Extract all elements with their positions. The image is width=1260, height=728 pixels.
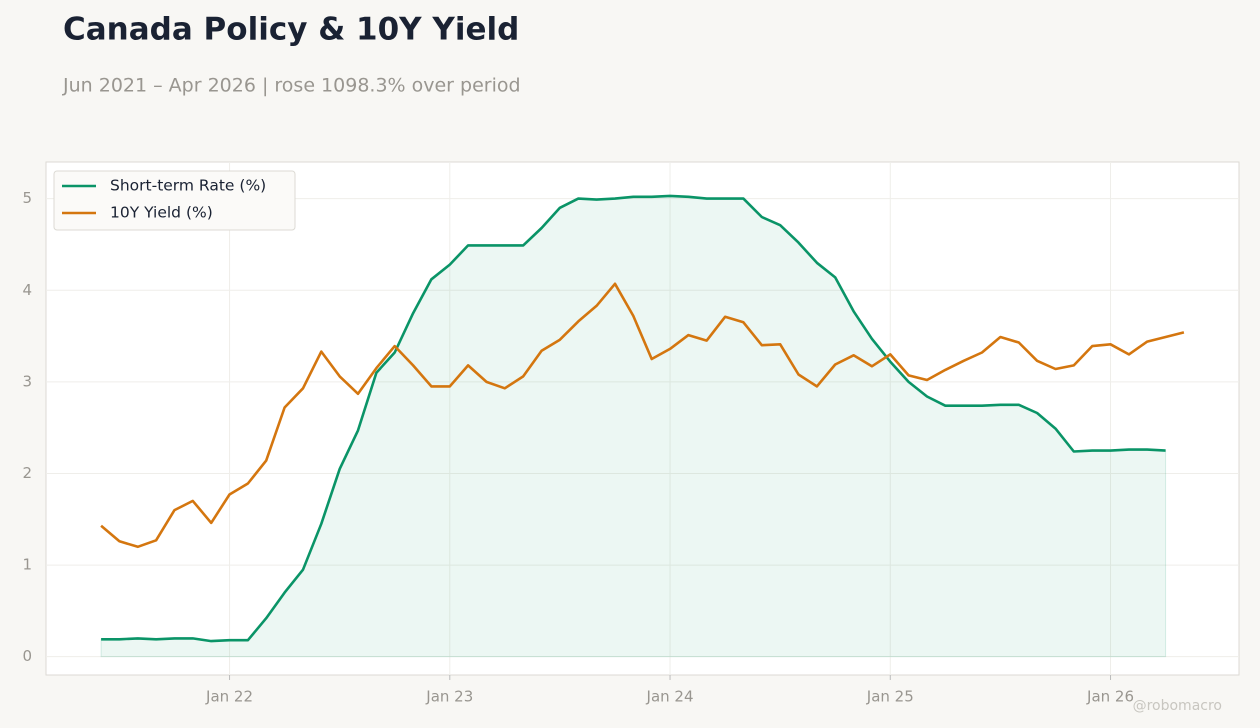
y-tick-label: 3 (22, 372, 32, 390)
y-tick-label: 1 (22, 556, 32, 574)
x-tick-label: Jan 26 (1086, 688, 1134, 706)
x-tick-label: Jan 23 (425, 688, 473, 706)
y-tick-label: 0 (22, 647, 32, 665)
x-tick-label: Jan 22 (205, 688, 253, 706)
chart-title: Canada Policy & 10Y Yield (63, 12, 519, 48)
grid (46, 162, 1239, 675)
legend-box (53, 170, 296, 231)
legend-label: 10Y Yield (%) (110, 204, 213, 222)
x-tick-label: Jan 25 (866, 688, 914, 706)
y-tick-label: 5 (22, 189, 32, 207)
y-tick-label: 2 (22, 464, 32, 482)
line (101, 194, 1166, 643)
y-tick-label: 4 (22, 281, 32, 299)
plot-area (45, 161, 1240, 676)
legend-label: Short-term Rate (%) (110, 177, 266, 195)
watermark: @robomacro (1133, 698, 1222, 714)
chart-subtitle: Jun 2021 – Apr 2026 | rose 1098.3% over … (62, 75, 521, 97)
x-tick-label: Jan 24 (646, 688, 694, 706)
line (100, 282, 1185, 549)
